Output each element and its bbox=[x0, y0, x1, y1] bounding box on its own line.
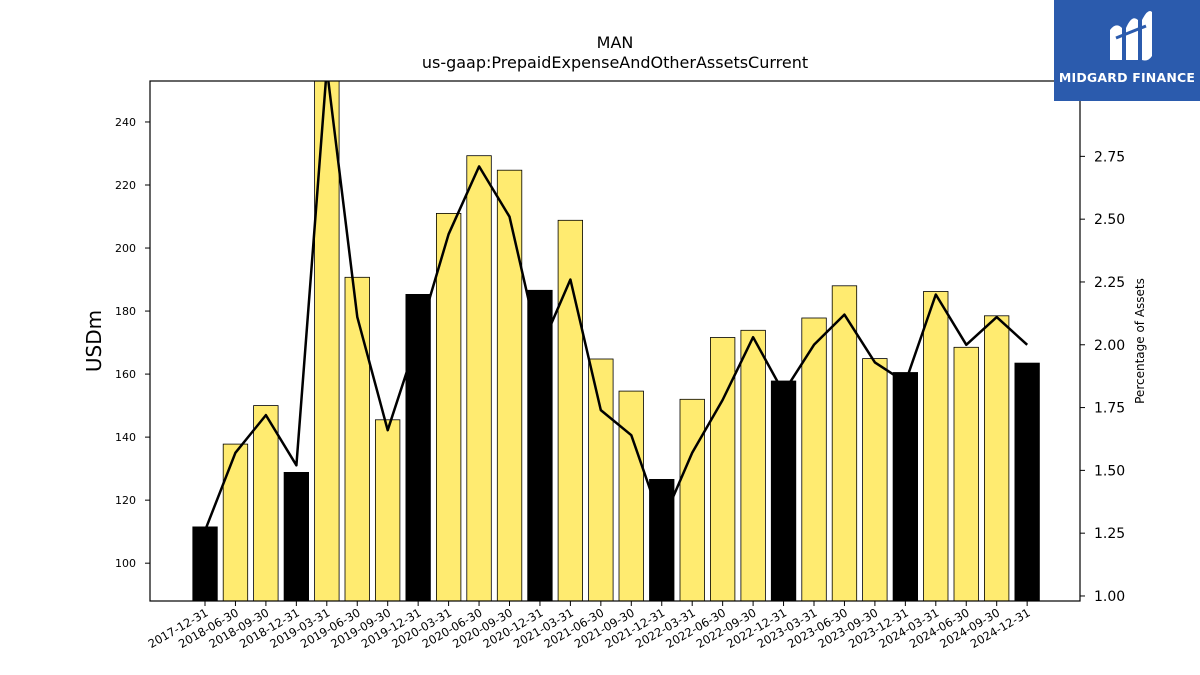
y-axis: 100 120 140 160 180 200 220 240 bbox=[115, 116, 150, 570]
y2-tick-label: 1.50 bbox=[1094, 463, 1125, 479]
bar-2024-03-31 bbox=[923, 291, 949, 601]
bar-2022-12-31 bbox=[770, 380, 797, 601]
bar-2021-03-31 bbox=[557, 219, 583, 601]
y2-tick-label: 2.25 bbox=[1094, 275, 1125, 291]
y-tick-label: 140 bbox=[115, 431, 136, 444]
y2-axis-label: Percentage of Assets bbox=[1133, 278, 1147, 404]
bar-2019-06-30 bbox=[344, 276, 370, 601]
y-tick-label: 160 bbox=[115, 368, 136, 381]
bar-2017-12-31 bbox=[192, 526, 218, 601]
y-tick-label: 100 bbox=[115, 557, 136, 570]
bar-2019-12-31 bbox=[405, 293, 431, 601]
brand-logo: MIDGARD FINANCE bbox=[1054, 0, 1200, 101]
bar-2023-03-31 bbox=[801, 317, 827, 601]
bar-2024-12-31 bbox=[1014, 362, 1040, 601]
y2-tick-label: 1.25 bbox=[1094, 526, 1125, 542]
midgard-m-logo-icon bbox=[1110, 11, 1152, 61]
plot-frame bbox=[149, 80, 1081, 602]
y-tick-label: 220 bbox=[115, 179, 136, 192]
bar-2019-03-31 bbox=[314, 81, 340, 601]
bar-2024-06-30 bbox=[953, 346, 979, 601]
y2-tick-label: 2.00 bbox=[1094, 338, 1125, 354]
y2-axis: 1.00 1.25 1.50 1.75 2.00 2.25 2.50 2.75 bbox=[1080, 149, 1125, 605]
line-series bbox=[203, 81, 1029, 532]
bar-2021-09-30 bbox=[618, 390, 644, 601]
bar-2018-09-30 bbox=[253, 405, 279, 601]
y2-tick-label: 2.50 bbox=[1094, 212, 1125, 228]
percentage-line bbox=[203, 81, 1029, 532]
x-axis: 2017-12-312018-06-302018-09-302018-12-31… bbox=[146, 601, 1033, 651]
brand-name: MIDGARD FINANCE bbox=[1058, 70, 1196, 85]
y-tick-label: 180 bbox=[115, 305, 136, 318]
chart-subtitle: us-gaap:PrepaidExpenseAndOtherAssetsCurr… bbox=[422, 53, 808, 72]
bar-2023-12-31 bbox=[892, 372, 918, 601]
bar-2020-09-30 bbox=[496, 169, 523, 601]
y2-tick-label: 2.75 bbox=[1094, 149, 1125, 165]
y2-tick-label: 1.75 bbox=[1094, 401, 1125, 417]
y-axis-label: USDm bbox=[82, 310, 106, 372]
y-tick-label: 200 bbox=[115, 242, 136, 255]
bar-2023-09-30 bbox=[862, 358, 888, 601]
bar-2020-03-31 bbox=[435, 212, 462, 601]
bar-2018-12-31 bbox=[283, 471, 310, 601]
chart-title: MAN bbox=[597, 33, 634, 52]
bar-2022-06-30 bbox=[710, 337, 736, 601]
bar-series bbox=[192, 81, 1040, 601]
bar-2023-06-30 bbox=[831, 285, 858, 601]
bar-2020-06-30 bbox=[466, 155, 492, 601]
bar-2024-09-30 bbox=[984, 315, 1010, 601]
bar-2021-06-30 bbox=[588, 358, 614, 601]
bar-2019-09-30 bbox=[374, 419, 401, 601]
bar-2018-06-30 bbox=[222, 443, 249, 601]
y-tick-label: 240 bbox=[115, 116, 136, 129]
bar-2022-09-30 bbox=[740, 329, 766, 601]
y-tick-label: 120 bbox=[115, 494, 136, 507]
y2-tick-label: 1.00 bbox=[1094, 589, 1125, 605]
bar-2022-03-31 bbox=[679, 398, 705, 601]
bar-2020-12-31 bbox=[527, 289, 553, 601]
